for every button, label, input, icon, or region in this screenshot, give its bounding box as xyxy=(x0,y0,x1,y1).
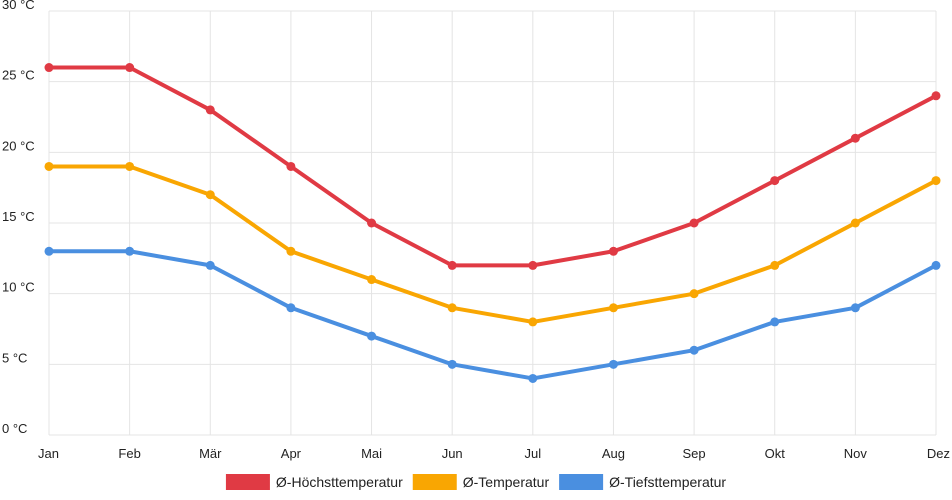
data-point[interactable] xyxy=(447,303,457,313)
legend-label: Ø-Temperatur xyxy=(463,474,550,490)
data-point[interactable] xyxy=(931,260,941,270)
data-point[interactable] xyxy=(770,260,780,270)
data-point[interactable] xyxy=(608,246,618,256)
legend-item[interactable]: Ø-Tiefsttemperatur xyxy=(559,474,726,490)
series-1 xyxy=(44,161,941,327)
x-tick-label: Feb xyxy=(118,446,140,461)
data-point[interactable] xyxy=(205,105,215,115)
data-point[interactable] xyxy=(931,176,941,186)
y-tick-label: 0 °C xyxy=(2,421,27,436)
data-point[interactable] xyxy=(44,246,54,256)
data-point[interactable] xyxy=(608,303,618,313)
x-tick-label: Mär xyxy=(199,446,222,461)
data-point[interactable] xyxy=(125,246,135,256)
legend-swatch xyxy=(412,474,457,490)
series-layer xyxy=(44,63,941,383)
y-tick-label: 30 °C xyxy=(2,0,35,12)
data-point[interactable] xyxy=(528,317,538,327)
data-point[interactable] xyxy=(447,260,457,270)
data-point[interactable] xyxy=(528,373,538,383)
legend: Ø-Höchsttemperatur Ø-Temperatur Ø-Tiefstte… xyxy=(225,474,726,490)
data-point[interactable] xyxy=(850,303,860,313)
legend-swatch xyxy=(225,474,270,490)
data-point[interactable] xyxy=(44,63,54,73)
x-tick-label: Jul xyxy=(525,446,542,461)
x-tick-label: Apr xyxy=(281,446,302,461)
data-point[interactable] xyxy=(286,246,296,256)
data-point[interactable] xyxy=(689,345,699,355)
x-tick-label: Dez xyxy=(927,446,950,461)
x-tick-label: Okt xyxy=(765,446,786,461)
data-point[interactable] xyxy=(367,331,377,341)
series-line xyxy=(47,249,938,381)
series-line xyxy=(47,164,938,324)
data-point[interactable] xyxy=(286,303,296,313)
data-point[interactable] xyxy=(205,190,215,200)
data-point[interactable] xyxy=(850,133,860,143)
series-0 xyxy=(44,63,941,270)
data-point[interactable] xyxy=(367,275,377,285)
data-point[interactable] xyxy=(447,359,457,369)
y-tick-label: 10 °C xyxy=(2,280,35,295)
data-point[interactable] xyxy=(528,260,538,270)
data-point[interactable] xyxy=(44,161,54,171)
y-axis: 0 °C 5 °C 10 °C 15 °C 20 °C 25 °C 30 °C xyxy=(2,0,35,436)
data-point[interactable] xyxy=(608,359,618,369)
data-point[interactable] xyxy=(286,161,296,171)
y-tick-label: 25 °C xyxy=(2,68,35,83)
x-tick-label: Jun xyxy=(442,446,463,461)
legend-swatch xyxy=(559,474,604,490)
data-point[interactable] xyxy=(689,218,699,228)
legend-item[interactable]: Ø-Temperatur xyxy=(412,474,550,490)
series-2 xyxy=(44,246,941,383)
x-axis: Jan Feb Mär Apr Mai Jun Jul Aug Sep Okt Nov Dez xyxy=(38,446,950,461)
x-tick-label: Aug xyxy=(602,446,625,461)
y-tick-label: 20 °C xyxy=(2,138,35,153)
data-point[interactable] xyxy=(205,260,215,270)
x-tick-label: Sep xyxy=(683,446,706,461)
data-point[interactable] xyxy=(367,218,377,228)
data-point[interactable] xyxy=(125,63,135,73)
data-point[interactable] xyxy=(931,91,941,101)
data-point[interactable] xyxy=(770,176,780,186)
y-tick-label: 5 °C xyxy=(2,350,27,365)
y-tick-label: 15 °C xyxy=(2,209,35,224)
data-point[interactable] xyxy=(770,317,780,327)
legend-label: Ø-Höchsttemperatur xyxy=(276,474,403,490)
x-tick-label: Nov xyxy=(844,446,868,461)
legend-item[interactable]: Ø-Höchsttemperatur xyxy=(225,474,403,490)
data-point[interactable] xyxy=(850,218,860,228)
data-point[interactable] xyxy=(689,289,699,299)
x-tick-label: Jan xyxy=(38,446,59,461)
data-point[interactable] xyxy=(125,161,135,171)
legend-label: Ø-Tiefsttemperatur xyxy=(609,474,726,490)
x-tick-label: Mai xyxy=(361,446,382,461)
series-line xyxy=(47,65,938,268)
